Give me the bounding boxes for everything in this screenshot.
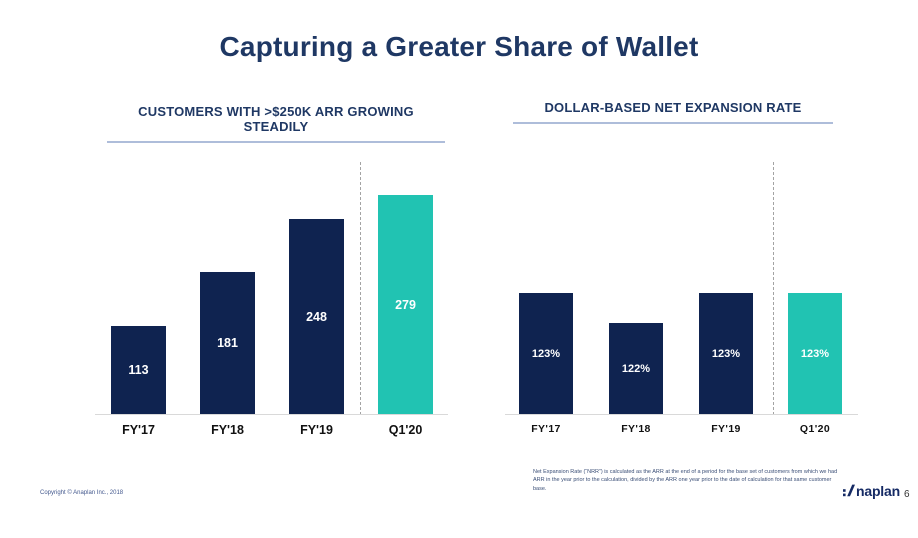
bar-fy19: 248 xyxy=(289,219,344,414)
left-bar-chart: 113 FY'17 181 FY'18 248 FY'19 279 Q1'20 xyxy=(95,160,448,437)
bar-value-label: 113 xyxy=(128,363,149,377)
bar-value-label: 248 xyxy=(306,309,327,324)
bar-q120: 123% xyxy=(788,293,842,414)
left-chart-dashed-divider xyxy=(360,162,361,415)
copyright-notice: Copyright © Anaplan Inc., 2018 xyxy=(40,490,124,496)
bar-q120: 279 xyxy=(378,195,433,414)
page-number: 6 xyxy=(904,489,910,500)
bar-fy19: 123% xyxy=(699,293,753,414)
right-chart-dashed-divider xyxy=(773,162,774,415)
bar-fy18: 181 xyxy=(200,272,255,414)
bar-fy17: 123% xyxy=(519,293,573,414)
bar-value-label: 123% xyxy=(711,347,741,360)
anaplan-logo: naplan xyxy=(843,484,900,498)
x-axis-label: FY'18 xyxy=(211,423,244,437)
x-axis-label: FY'17 xyxy=(122,423,155,437)
x-axis-label: FY'19 xyxy=(711,423,741,435)
bar-value-label: 123% xyxy=(800,347,830,360)
left-chart-baseline xyxy=(95,414,448,415)
bar-value-label: 122% xyxy=(621,362,651,375)
x-axis-label: FY'17 xyxy=(531,423,561,435)
right-chart-title: DOLLAR-BASED NET EXPANSION RATE xyxy=(513,100,833,124)
x-axis-label: Q1'20 xyxy=(388,423,423,437)
x-axis-label: FY'18 xyxy=(621,423,651,435)
x-axis-label: FY'19 xyxy=(300,423,333,437)
slide-title: Capturing a Greater Share of Wallet xyxy=(219,31,699,62)
left-chart-title: CUSTOMERS WITH >$250K ARR GROWING STEADI… xyxy=(107,104,445,143)
bar-value-label: 181 xyxy=(217,336,238,350)
bar-fy17: 113 xyxy=(111,326,166,414)
bar-value-label: 123% xyxy=(531,347,561,360)
right-bar-chart: 123% FY'17 122% FY'18 123% FY'19 123% Q1'20 xyxy=(505,160,858,435)
bar-value-label: 279 xyxy=(395,297,416,312)
bar-fy18: 122% xyxy=(609,323,663,414)
x-axis-label: Q1'20 xyxy=(799,423,831,435)
net-expansion-rate-footnote: Net Expansion Rate (“NRR”) is calculated… xyxy=(533,469,838,492)
anaplan-logo-text: naplan xyxy=(856,483,900,499)
right-chart-baseline xyxy=(505,414,858,415)
anaplan-logo-mark xyxy=(843,484,855,497)
